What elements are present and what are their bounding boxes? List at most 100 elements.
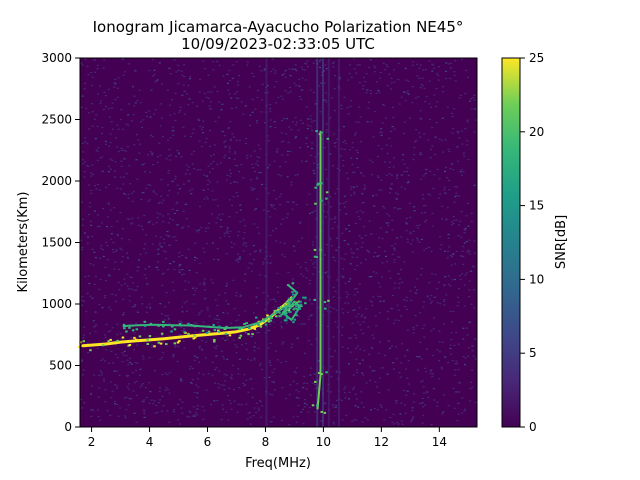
noise-speckle (189, 366, 192, 368)
noise-speckle (251, 396, 254, 398)
noise-speckle (105, 241, 108, 244)
noise-speckle (447, 275, 450, 277)
trace-point (313, 298, 316, 301)
noise-speckle (103, 59, 106, 61)
noise-speckle (227, 395, 229, 397)
noise-speckle (364, 187, 367, 189)
noise-speckle (361, 372, 364, 374)
noise-speckle (418, 153, 421, 156)
noise-speckle (157, 202, 160, 204)
noise-speckle (419, 152, 422, 154)
noise-speckle (377, 352, 380, 354)
noise-speckle (246, 64, 249, 66)
noise-speckle (190, 136, 192, 138)
noise-speckle (178, 252, 181, 254)
noise-speckle (170, 99, 173, 101)
noise-speckle (402, 299, 405, 301)
noise-speckle (281, 218, 284, 220)
noise-speckle (353, 68, 356, 70)
noise-speckle (403, 261, 406, 263)
noise-speckle (353, 191, 356, 193)
noise-speckle (289, 150, 292, 152)
noise-speckle (198, 372, 200, 374)
noise-speckle (90, 72, 93, 74)
noise-speckle (237, 261, 240, 263)
noise-speckle (342, 268, 345, 270)
noise-speckle (304, 298, 307, 300)
noise-speckle (93, 210, 96, 212)
noise-speckle (146, 311, 148, 313)
noise-speckle (423, 87, 426, 89)
noise-speckle (167, 315, 170, 317)
noise-speckle (415, 292, 418, 295)
noise-speckle (155, 80, 158, 82)
noise-speckle (297, 129, 300, 131)
noise-speckle (161, 202, 164, 204)
noise-speckle (165, 323, 168, 325)
noise-speckle (303, 69, 306, 71)
noise-speckle (300, 98, 303, 100)
noise-speckle (202, 373, 205, 376)
noise-speckle (362, 333, 365, 335)
noise-speckle (350, 194, 352, 196)
chart-title-line1: Ionogram Jicamarca-Ayacucho Polarization… (93, 18, 464, 36)
noise-speckle (313, 373, 316, 375)
noise-speckle (456, 160, 459, 162)
noise-speckle (272, 416, 275, 418)
noise-speckle (407, 174, 410, 176)
noise-speckle (349, 248, 352, 250)
noise-speckle (311, 241, 314, 243)
noise-speckle (181, 330, 184, 332)
trace-point (153, 345, 156, 348)
noise-speckle (311, 129, 314, 131)
noise-speckle (177, 419, 180, 421)
noise-speckle (355, 288, 358, 290)
noise-speckle (375, 325, 378, 327)
noise-speckle (180, 407, 183, 409)
noise-speckle (398, 282, 401, 285)
noise-speckle (143, 214, 146, 217)
noise-speckle (275, 240, 278, 242)
noise-speckle (269, 262, 272, 264)
noise-speckle (345, 228, 348, 230)
colorbar-tick-label: 25 (529, 51, 544, 65)
noise-speckle (250, 189, 253, 191)
noise-speckle (127, 114, 130, 116)
noise-speckle (398, 372, 401, 374)
noise-speckle (264, 92, 267, 94)
noise-speckle (115, 250, 117, 252)
noise-speckle (386, 85, 389, 87)
noise-speckle (212, 69, 215, 71)
noise-speckle (380, 367, 383, 369)
noise-speckle (428, 282, 431, 284)
noise-speckle (388, 215, 391, 217)
noise-speckle (84, 141, 87, 143)
noise-speckle (107, 331, 110, 333)
trace-point (279, 305, 283, 308)
noise-speckle (189, 76, 192, 78)
noise-speckle (184, 289, 187, 291)
noise-speckle (464, 227, 467, 229)
noise-speckle (276, 359, 279, 361)
noise-speckle (96, 125, 99, 127)
noise-speckle (305, 267, 307, 269)
noise-speckle (230, 378, 233, 380)
noise-speckle (84, 82, 87, 85)
noise-speckle (259, 251, 262, 253)
noise-speckle (253, 187, 256, 190)
noise-speckle (417, 369, 420, 371)
noise-speckle (228, 69, 231, 72)
noise-speckle (421, 77, 424, 79)
noise-speckle (290, 181, 293, 183)
noise-speckle (332, 421, 335, 424)
noise-speckle (340, 155, 342, 157)
noise-speckle (288, 394, 291, 396)
noise-speckle (397, 309, 400, 311)
noise-speckle (252, 75, 255, 77)
noise-speckle (438, 378, 441, 380)
noise-speckle (332, 423, 335, 425)
noise-speckle (123, 278, 126, 280)
noise-speckle (119, 247, 122, 249)
noise-speckle (226, 358, 229, 360)
noise-speckle (379, 377, 381, 379)
